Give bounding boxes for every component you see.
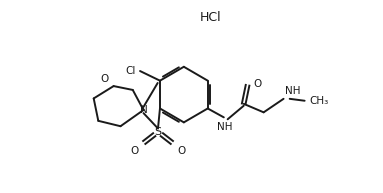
Text: HCl: HCl [200, 11, 221, 24]
Text: O: O [254, 79, 262, 89]
Text: O: O [131, 146, 139, 156]
Text: O: O [177, 146, 185, 156]
Text: O: O [100, 74, 108, 84]
Text: Cl: Cl [125, 66, 136, 76]
Text: CH₃: CH₃ [309, 96, 329, 106]
Text: N: N [140, 105, 147, 115]
Text: NH: NH [217, 122, 232, 132]
Text: S: S [154, 127, 162, 137]
Text: NH: NH [285, 86, 301, 96]
